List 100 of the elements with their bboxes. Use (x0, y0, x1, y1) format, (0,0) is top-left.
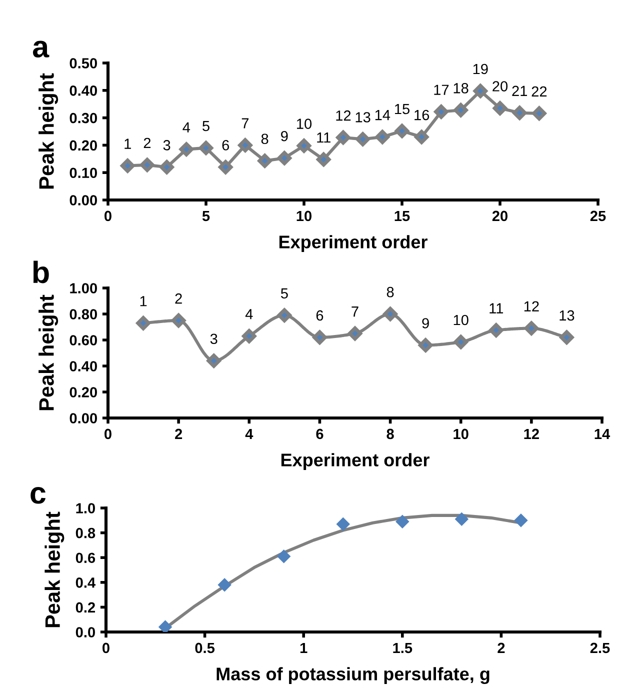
chart-title: c (30, 487, 46, 504)
annotation: 9 (281, 130, 288, 142)
y-axis-title: Peak height (38, 294, 58, 410)
point (453, 102, 468, 118)
x-tick-label: 8 (386, 428, 394, 440)
x-tick-label: 0 (102, 642, 110, 654)
y-tick-label: 0.00 (70, 413, 97, 424)
point (394, 123, 410, 139)
annotation: 7 (352, 306, 358, 317)
annotation: 16 (414, 110, 430, 120)
annotation: 13 (560, 310, 574, 321)
x-tick-label: 1 (300, 642, 308, 653)
point (514, 514, 528, 527)
x-tick-label: 15 (394, 210, 410, 222)
y-tick-label: 0.80 (70, 309, 97, 320)
point (238, 138, 253, 153)
annotation: 3 (210, 334, 218, 344)
y-tick-label: 0.40 (70, 86, 97, 96)
point (277, 550, 290, 563)
x-tick-label: 0 (104, 210, 112, 222)
annotation: 7 (242, 118, 249, 128)
annotation: 19 (473, 64, 488, 74)
annotation: 8 (386, 286, 394, 298)
annotation: 21 (512, 86, 527, 96)
point (418, 338, 434, 353)
x-axis-title: Mass of potassium persulfate, g (216, 667, 490, 684)
x-tick-label: 14 (594, 428, 610, 439)
x-tick-label: 2 (498, 642, 505, 653)
y-tick-label: 1.00 (70, 283, 97, 294)
x-tick-label: 10 (296, 210, 312, 222)
point (120, 158, 136, 174)
point (488, 322, 504, 338)
point (257, 153, 272, 168)
annotation: 9 (422, 318, 429, 328)
y-tick-label: 0.8 (76, 528, 96, 538)
point (453, 334, 468, 350)
y-tick-label: 0.30 (70, 112, 97, 124)
annotation: 1 (140, 296, 147, 306)
point (382, 306, 398, 322)
point (136, 316, 151, 331)
x-axis-title: Experiment order (281, 453, 430, 470)
point (276, 150, 292, 166)
point (218, 160, 234, 175)
annotation: 13 (356, 112, 370, 122)
point (159, 160, 174, 175)
annotation: 8 (261, 134, 268, 144)
y-tick-label: 0.40 (70, 361, 97, 372)
annotation: 3 (163, 140, 170, 150)
y-tick-label: 0.50 (70, 58, 97, 68)
annotation: 5 (280, 288, 288, 299)
point (532, 106, 547, 121)
y-tick-label: 0.6 (76, 552, 96, 564)
annotation: 11 (490, 303, 504, 314)
y-axis-title: Peak height (38, 73, 58, 189)
annotation: 18 (454, 83, 468, 94)
point (559, 330, 574, 345)
y-axis-title: Peak height (44, 512, 64, 628)
point (374, 129, 390, 145)
point (455, 512, 468, 526)
y-tick-label: 0.00 (70, 195, 97, 206)
point (296, 138, 312, 154)
point (140, 157, 155, 172)
point (336, 518, 350, 531)
x-tick-label: 1.5 (393, 642, 412, 654)
annotation: 1 (124, 138, 131, 149)
point (198, 140, 214, 156)
annotation: 6 (222, 140, 230, 150)
annotation: 11 (317, 132, 330, 143)
x-tick-label: 2 (175, 428, 182, 439)
point (336, 130, 351, 146)
annotation: 22 (532, 86, 547, 96)
point (472, 83, 488, 99)
annotation: 5 (202, 120, 210, 132)
y-tick-label: 0.0 (76, 627, 95, 638)
point (414, 129, 430, 145)
chart-title: a (32, 40, 50, 58)
x-tick-label: 4 (245, 428, 254, 439)
annotation: 12 (336, 110, 351, 121)
point (355, 132, 370, 147)
point (396, 515, 409, 528)
y-tick-label: 0.60 (70, 335, 97, 346)
annotation: 2 (175, 293, 182, 304)
point (512, 105, 528, 120)
point (158, 620, 172, 632)
x-tick-label: 2.5 (590, 642, 610, 654)
y-tick-label: 0.4 (76, 578, 96, 588)
chart-title: b (33, 260, 49, 284)
annotation: 4 (182, 122, 190, 132)
annotation: 12 (524, 301, 539, 312)
x-axis-title: Experiment order (279, 235, 428, 252)
x-tick-label: 25 (590, 210, 606, 222)
point (276, 308, 292, 323)
annotation: 20 (492, 81, 508, 92)
annotation: 2 (144, 138, 151, 148)
annotation: 14 (375, 110, 390, 120)
point (434, 104, 449, 120)
point (524, 320, 539, 336)
y-tick-label: 0.20 (70, 387, 97, 398)
point (206, 353, 222, 368)
x-tick-label: 10 (454, 428, 468, 440)
